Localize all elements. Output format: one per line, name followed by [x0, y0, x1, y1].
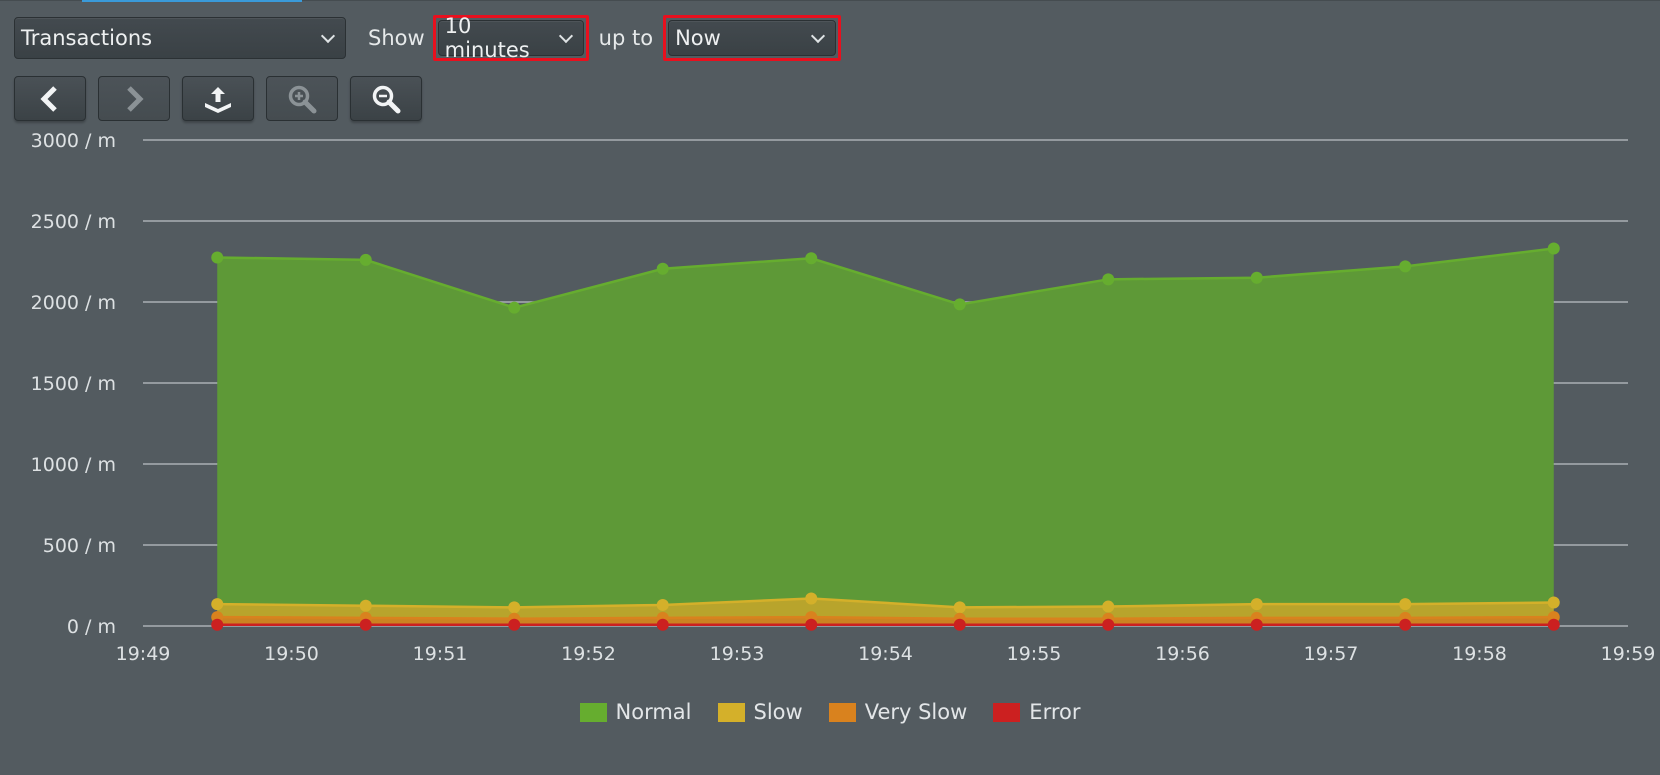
- data-point[interactable]: [1547, 618, 1560, 631]
- data-point[interactable]: [359, 253, 372, 266]
- series-area-0: [217, 248, 1554, 627]
- x-tick-label: 19:52: [561, 643, 616, 665]
- x-tick-label: 19:56: [1155, 643, 1210, 665]
- data-point[interactable]: [805, 252, 818, 265]
- upto-select-value: Now: [675, 26, 721, 50]
- legend-item[interactable]: Slow: [717, 700, 803, 724]
- data-point[interactable]: [211, 251, 224, 264]
- data-point[interactable]: [508, 601, 521, 614]
- x-tick-label: 19:57: [1304, 643, 1359, 665]
- data-point[interactable]: [359, 599, 372, 612]
- data-point[interactable]: [953, 601, 966, 614]
- x-tick-label: 19:53: [710, 643, 765, 665]
- range-select[interactable]: 10 minutes: [437, 14, 584, 62]
- legend-item[interactable]: Error: [993, 700, 1080, 724]
- data-point[interactable]: [805, 592, 818, 605]
- data-point[interactable]: [1399, 618, 1412, 631]
- upto-label: up to: [598, 26, 654, 50]
- x-tick-label: 19:59: [1601, 643, 1656, 665]
- y-tick-label: 2500 / m: [31, 211, 116, 233]
- data-point[interactable]: [1547, 596, 1560, 609]
- range-select-value: 10 minutes: [444, 14, 530, 62]
- data-point[interactable]: [508, 618, 521, 631]
- data-point[interactable]: [656, 262, 669, 275]
- data-point[interactable]: [1102, 273, 1115, 286]
- legend-swatch: [717, 702, 745, 722]
- chart-controls: Transactions Show 10 minutes up to Now: [14, 14, 842, 62]
- chevron-right-icon: [127, 85, 144, 112]
- legend-item[interactable]: Very Slow: [828, 700, 968, 724]
- legend-label: Very Slow: [864, 700, 968, 724]
- data-point[interactable]: [953, 618, 966, 631]
- dataset-select-value: Transactions: [21, 26, 153, 50]
- data-point[interactable]: [1547, 242, 1560, 255]
- upload-tray-icon: [205, 86, 231, 113]
- previous-button[interactable]: [14, 76, 86, 121]
- chart-toolbar: [14, 76, 422, 121]
- x-tick-label: 19:50: [264, 643, 319, 665]
- legend-label: Slow: [753, 700, 803, 724]
- chevron-left-icon: [40, 85, 57, 112]
- series-line-0: [217, 247, 1554, 309]
- series-line-1: [217, 597, 1554, 609]
- data-point[interactable]: [1250, 271, 1263, 284]
- dataset-select[interactable]: Transactions: [14, 17, 346, 59]
- x-tick-label: 19:49: [116, 643, 171, 665]
- data-point[interactable]: [1250, 618, 1263, 631]
- upto-select[interactable]: Now: [668, 20, 837, 56]
- y-tick-label: 1500 / m: [31, 373, 116, 395]
- data-point[interactable]: [1250, 598, 1263, 611]
- data-point[interactable]: [508, 301, 521, 314]
- x-tick-label: 19:58: [1452, 643, 1507, 665]
- data-point[interactable]: [211, 618, 224, 631]
- export-button[interactable]: [182, 76, 254, 121]
- x-tick-label: 19:54: [858, 643, 913, 665]
- data-point[interactable]: [1102, 600, 1115, 613]
- data-point[interactable]: [211, 598, 224, 611]
- data-point[interactable]: [1399, 598, 1412, 611]
- data-point[interactable]: [1399, 260, 1412, 273]
- legend-swatch: [828, 702, 856, 722]
- x-tick-label: 19:51: [413, 643, 468, 665]
- upto-select-highlight: Now: [663, 15, 842, 61]
- show-label: Show: [368, 26, 425, 50]
- zoom-out-icon: [372, 85, 401, 113]
- data-point[interactable]: [1102, 618, 1115, 631]
- range-select-highlight: 10 minutes: [432, 14, 589, 62]
- data-point[interactable]: [805, 618, 818, 631]
- y-tick-label: 1000 / m: [31, 454, 116, 476]
- top-border: [0, 0, 1660, 1]
- active-tab-indicator: [82, 0, 302, 2]
- data-point[interactable]: [656, 618, 669, 631]
- x-tick-label: 19:55: [1007, 643, 1062, 665]
- legend-item[interactable]: Normal: [579, 700, 692, 724]
- data-point[interactable]: [656, 598, 669, 611]
- data-point[interactable]: [953, 298, 966, 311]
- zoom-out-button[interactable]: [350, 76, 422, 121]
- data-point[interactable]: [359, 618, 372, 631]
- y-tick-label: 2000 / m: [31, 292, 116, 314]
- legend-label: Error: [1029, 700, 1081, 724]
- legend-label: Normal: [615, 700, 692, 724]
- y-tick-label: 0 / m: [67, 616, 116, 638]
- y-tick-label: 500 / m: [43, 535, 116, 557]
- zoom-in-icon: [288, 85, 317, 113]
- next-button[interactable]: [98, 76, 170, 121]
- zoom-in-button[interactable]: [266, 76, 338, 121]
- legend-swatch: [579, 702, 607, 722]
- chart-legend: Normal Slow Very Slow Error: [0, 700, 1660, 724]
- series-line-2: [217, 615, 1554, 620]
- y-tick-label: 3000 / m: [31, 130, 116, 152]
- legend-swatch: [993, 702, 1021, 722]
